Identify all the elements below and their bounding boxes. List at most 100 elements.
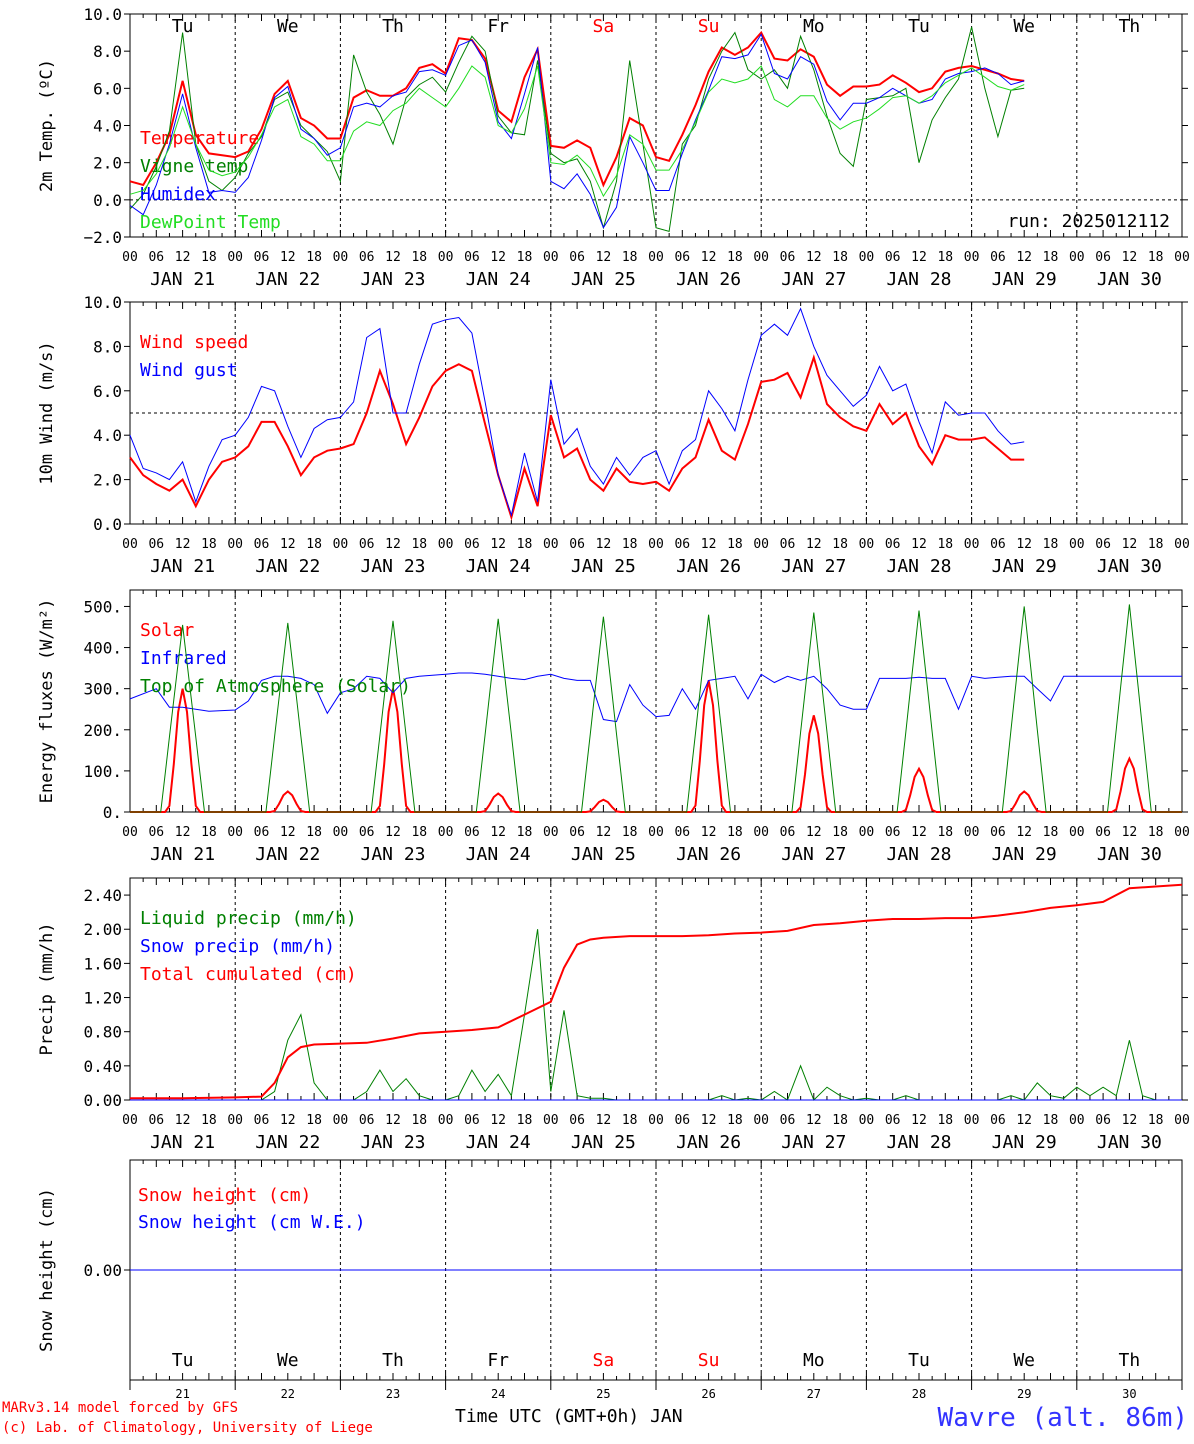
day-label: JAN 23: [360, 844, 425, 865]
hour-tick-label: 00: [859, 250, 875, 265]
day-label: JAN 28: [886, 556, 951, 577]
day-label: JAN 25: [571, 556, 636, 577]
hour-tick-label: 00: [122, 825, 138, 840]
series-line: [130, 883, 1183, 1100]
hour-tick-label: 12: [1016, 1113, 1032, 1128]
series-line: [129, 672, 1182, 723]
hour-tick-label: 00: [964, 250, 980, 265]
y-tick-label: 4.0: [93, 117, 122, 136]
day-label: JAN 30: [1097, 844, 1162, 865]
hour-tick-label: 12: [175, 825, 191, 840]
hour-tick-label: 12: [806, 537, 822, 552]
hour-tick-label: 00: [1174, 1113, 1190, 1128]
y-tick-label: 0.00: [83, 1261, 122, 1280]
day-label: JAN 26: [676, 844, 741, 865]
day-label: JAN 24: [466, 1132, 531, 1153]
legend-entry: Total cumulated (cm): [140, 964, 357, 985]
series-line: [129, 307, 1025, 518]
hour-tick-label: 06: [885, 250, 901, 265]
hour-tick-label: 06: [148, 537, 164, 552]
hour-tick-label: 12: [280, 1113, 296, 1128]
hour-tick-label: 06: [464, 537, 480, 552]
hour-tick-label: 18: [622, 537, 638, 552]
series-line: [129, 65, 1025, 198]
y-tick-label: 8.0: [93, 337, 122, 356]
weekday-label: Th: [1119, 16, 1141, 37]
y-tick-label: 200.: [83, 721, 122, 740]
hour-tick-label: 12: [385, 1113, 401, 1128]
hour-tick-label: 18: [201, 1113, 217, 1128]
hour-tick-label: 12: [1016, 825, 1032, 840]
hour-tick-label: 12: [701, 1113, 717, 1128]
hour-tick-label: 18: [517, 825, 533, 840]
hour-tick-label: 00: [964, 825, 980, 840]
hour-tick-label: 00: [753, 250, 769, 265]
hour-tick-label: 00: [1174, 537, 1190, 552]
hour-tick-label: 18: [1043, 825, 1059, 840]
hour-tick-label: 12: [1016, 537, 1032, 552]
hour-tick-label: 00: [333, 1113, 349, 1128]
hour-tick-label: 18: [411, 1113, 427, 1128]
series-line: [130, 929, 1182, 1101]
hour-tick-label: 18: [517, 250, 533, 265]
hour-tick-label: 18: [937, 825, 953, 840]
legend-entry: Liquid precip (mm/h): [140, 908, 357, 929]
day-label: JAN 30: [1097, 269, 1162, 290]
day-label: JAN 29: [992, 844, 1057, 865]
y-tick-label: 2.0: [93, 471, 122, 490]
series-line: [130, 604, 1182, 813]
hour-tick-label: 06: [1095, 1113, 1111, 1128]
hour-tick-label: 00: [1069, 825, 1085, 840]
hour-tick-label: 12: [911, 537, 927, 552]
hour-tick-label: 00: [543, 537, 559, 552]
hour-tick-label: 12: [911, 250, 927, 265]
station-name: Wavre (alt. 86m): [937, 1403, 1188, 1433]
y-tick-label: 6.0: [93, 79, 122, 98]
hour-tick-label: 18: [727, 1113, 743, 1128]
legend-entry: Top of Atmosphere (Solar): [140, 676, 411, 697]
y-tick-label: 500.: [83, 597, 122, 616]
y-tick-label: 4.0: [93, 426, 122, 445]
hour-tick-label: 18: [832, 825, 848, 840]
hour-tick-label: 00: [753, 825, 769, 840]
y-tick-label: 0.0: [93, 515, 122, 534]
hour-tick-label: 18: [937, 537, 953, 552]
day-label: JAN 28: [886, 844, 951, 865]
hour-tick-label: 18: [832, 537, 848, 552]
day-label: JAN 28: [886, 269, 951, 290]
hour-tick-label: 18: [1043, 250, 1059, 265]
weekday-label: We: [1013, 16, 1035, 37]
hour-tick-label: 06: [254, 250, 270, 265]
y-tick-label: 10.0: [83, 293, 122, 312]
series-line: [129, 354, 1025, 521]
hour-tick-label: 06: [254, 825, 270, 840]
hour-tick-label: 12: [490, 250, 506, 265]
hour-tick-label: 00: [648, 1113, 664, 1128]
hour-tick-label: 06: [148, 1113, 164, 1128]
hour-tick-label: 06: [885, 1113, 901, 1128]
hour-tick-label: 06: [990, 250, 1006, 265]
hour-tick-label: 12: [806, 825, 822, 840]
hour-tick-label: 06: [780, 250, 796, 265]
hour-tick-label: 00: [859, 825, 875, 840]
hour-tick-label: 00: [227, 1113, 243, 1128]
day-label: JAN 21: [150, 844, 215, 865]
hour-tick-label: 00: [438, 1113, 454, 1128]
weekday-label: Th: [1119, 1350, 1141, 1371]
legend-entry: Snow precip (mm/h): [140, 936, 335, 957]
y-tick-label: 2.0: [93, 154, 122, 173]
hour-tick-label: 00: [227, 825, 243, 840]
hour-tick-label: 18: [622, 825, 638, 840]
day-label: JAN 30: [1097, 556, 1162, 577]
day-label: JAN 22: [255, 269, 320, 290]
panel-5: 0.00 Snow height (cm) Snow height (cm) Snow…: [37, 1159, 1183, 1401]
y-tick-label: 0.40: [83, 1057, 122, 1076]
day-label: JAN 21: [150, 269, 215, 290]
y-axis-label: Snow height (cm): [37, 1188, 57, 1352]
hour-tick-label: 12: [596, 250, 612, 265]
hour-tick-label: 12: [911, 1113, 927, 1128]
hour-tick-label: 18: [306, 1113, 322, 1128]
y-tick-label: 400.: [83, 639, 122, 658]
